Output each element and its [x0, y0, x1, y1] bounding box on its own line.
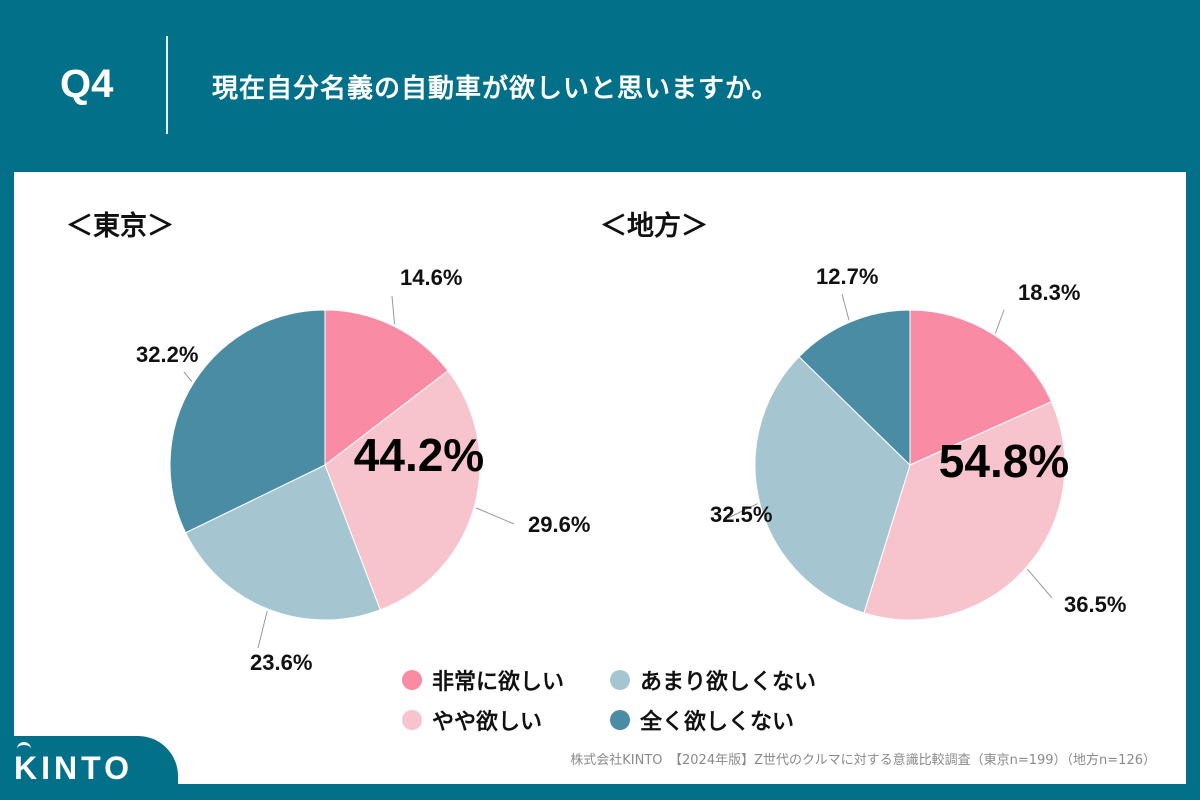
slice-label: 14.6%	[400, 265, 462, 290]
pie-slice	[324, 309, 449, 467]
leader-line	[475, 507, 515, 525]
question-number: Q4	[60, 62, 114, 106]
slice-label: 32.2%	[136, 342, 198, 367]
chiho-title: ＜地方＞	[600, 211, 708, 242]
slice-label: 18.3%	[1018, 280, 1080, 305]
leader-line	[183, 371, 193, 383]
tokyo-title: ＜東京＞	[66, 211, 174, 242]
center-total-label: 44.2%	[354, 429, 484, 481]
logo-tab: KINTO	[0, 736, 178, 800]
pie-slice	[754, 356, 911, 614]
leader-line	[391, 295, 396, 325]
leader-line	[1027, 568, 1053, 599]
slice-label: 29.6%	[528, 512, 590, 537]
logo-accent	[17, 742, 31, 751]
question-text: 現在自分名義の自動車が欲しいと思いますか。	[212, 74, 779, 104]
leader-line	[257, 610, 268, 649]
pie-slice	[909, 309, 1053, 466]
leader-line	[994, 309, 1005, 334]
legend-label: やや欲しい	[432, 710, 543, 735]
pie-slice	[798, 309, 911, 467]
leader-line	[727, 503, 759, 519]
legend-item-not-at-all: 全く欲しくない	[610, 704, 794, 736]
legend-item-very: 非常に欲しい	[402, 664, 564, 696]
pie-slice	[324, 370, 481, 611]
slice-label: 36.5%	[1064, 592, 1126, 617]
slice-label: 12.7%	[816, 264, 878, 289]
pie-slice	[169, 309, 326, 534]
pie-charts: 14.6% 29.6% 23.6% 32.2% 44.2% 18.3% 36.5% 32.5%…	[136, 264, 1126, 675]
legend-swatch	[402, 670, 422, 690]
slice-label: 23.6%	[250, 650, 312, 675]
legend-item-not-much: あまり欲しくない	[610, 664, 816, 696]
legend-label: あまり欲しくない	[640, 670, 817, 695]
pie-slice	[863, 400, 1066, 621]
slice-label: 32.5%	[710, 502, 772, 527]
legend-item-somewhat: やや欲しい	[402, 704, 542, 736]
header: Q4 現在自分名義の自動車が欲しいと思いますか。	[0, 0, 1200, 170]
legend-swatch	[610, 710, 630, 730]
legend-label: 全く欲しくない	[640, 710, 795, 735]
legend-swatch	[402, 710, 422, 730]
leader-line	[841, 293, 850, 321]
legend-label: 非常に欲しい	[432, 670, 565, 695]
chart-card: ＜東京＞ ＜地方＞ 14.6% 29.6% 23.6% 32.2% 44.2% 18.3%…	[14, 172, 1186, 784]
kinto-logo: KINTO	[14, 750, 133, 786]
legend-swatch	[610, 670, 630, 690]
pie-slice	[184, 464, 381, 621]
center-total-label: 54.8%	[939, 435, 1069, 487]
source-note: 株式会社KINTO 【2024年版】Z世代のクルマに対する意識比較調査（東京n=…	[570, 753, 1156, 768]
header-divider	[166, 36, 168, 134]
